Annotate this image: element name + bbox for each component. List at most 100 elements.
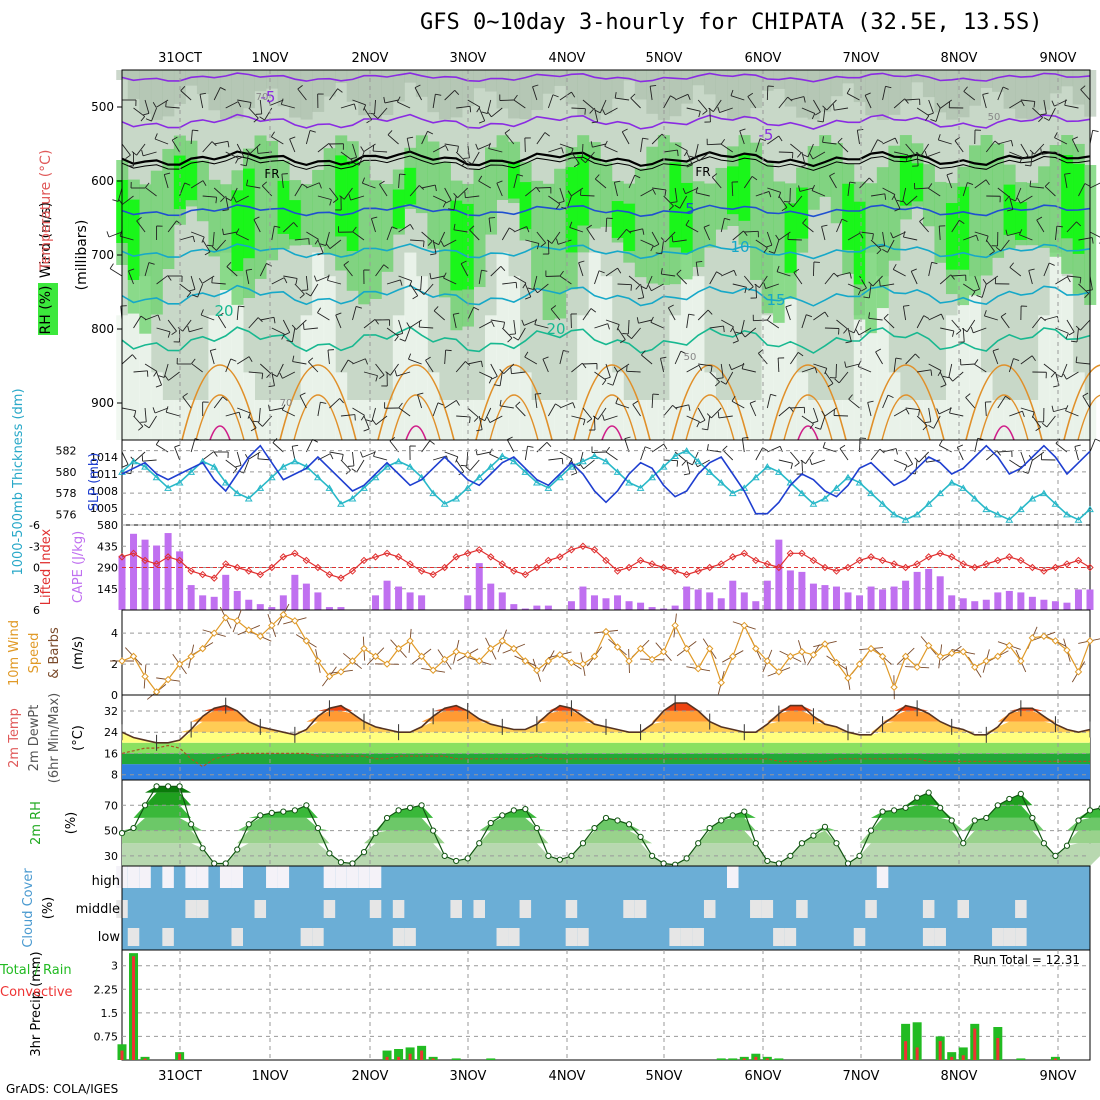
wind-barb [167,220,177,233]
wind-barb-flag [936,103,941,109]
cape-bar [475,563,483,610]
wind-barb [1061,363,1068,378]
rh-upper-cell [680,70,693,104]
rh-upper-cell [934,70,947,113]
wind-barb-flag [843,328,848,334]
wind-barb-flag [817,120,824,123]
rh-upper-cell [369,70,382,120]
wind-barb-flag [293,222,298,228]
rh-moist-cell [300,184,313,246]
wind-barb [954,140,964,153]
wind-barb [202,451,215,461]
cloud-gap-cell [796,900,808,918]
wind-barb-flag [433,306,439,312]
wind-barb [707,143,722,146]
wind-barb [882,86,886,101]
wind-barb [893,269,906,277]
rh-upper-cell [196,70,209,95]
rh-upper-cell [208,70,221,111]
rh-dry-cell [750,400,763,440]
cloud-gap-cell [139,866,151,888]
isotherm-5 [121,203,1091,218]
wind-barb [935,107,941,122]
wind-barb-flag [463,157,470,159]
wind-barb-flag [687,94,691,101]
rh-upper-cell [1061,70,1074,87]
isotherm-label: -5 [261,88,276,106]
wind-barb [283,275,298,279]
wind-barb-flag [891,194,896,201]
wind-barb [919,221,930,233]
rh2m-point [430,827,437,834]
wind-barb-flag [318,182,322,189]
wind-barb [905,98,920,101]
top-date-label: 31OCT [158,51,202,66]
rh-dry-cell [358,400,371,440]
wind-barb [1000,316,1010,329]
li-point [118,553,126,561]
wind-barb-flag [465,466,471,471]
rh2m-point [372,830,379,837]
cape-bar [1005,590,1013,610]
wind-barb [467,307,475,321]
wind-barb-flag [895,448,898,455]
cloud-gap-cell [266,866,278,888]
wind-barb [214,140,229,145]
thickness-point [256,484,265,491]
wind-barb-flag [1031,355,1036,361]
li-point [659,563,668,572]
wind-barb-flag [225,197,232,201]
wind-barb-flag [879,280,881,287]
wind-barb [211,282,226,285]
thickness-point [993,510,1002,518]
wind-barb-flag [1035,426,1041,432]
rh-upper-cell [876,70,889,120]
wind-barb-flag [928,424,934,429]
li-point [1005,553,1014,561]
wind-barb [335,314,342,329]
wind-barb-flag [133,410,137,417]
thickness-point [440,500,449,507]
wind-barb-flag [1024,164,1031,167]
wind-barb [940,327,954,332]
li-point [268,563,276,572]
wind-barb-flag [266,263,272,267]
wind-barb-flag [683,150,688,157]
cloud-gap-cell [577,928,589,946]
wind-barb-flag [383,264,389,269]
li-point [360,556,368,565]
wind-barb-flag [698,111,701,118]
cloud-gap-cell [623,900,635,918]
wind-barb-flag [730,326,734,333]
wind-barb-flag [580,158,586,164]
wind-barb-flag [827,383,834,388]
wind-barb-flag [154,133,158,140]
wind-barb [882,448,897,453]
wind-barb-flag [109,263,114,269]
rh-moist-cell [992,143,1005,258]
wind-barb [128,270,134,285]
wind-barb-flag [546,239,553,244]
wind-barb-flag [915,353,920,359]
wind-barb [997,187,1010,197]
wind-barb [457,187,469,199]
wind-barb-flag [211,245,217,251]
wind-barb-flag [996,450,1002,456]
wind10-point [602,627,610,636]
wind-barb [559,143,574,149]
wind-barb [225,411,240,417]
wind-barb-flag [182,392,188,398]
wind-barb-flag [857,128,864,131]
li-point [533,563,541,572]
wind-barb [917,369,932,373]
cape-bar [913,571,921,610]
wind-barb [386,226,393,241]
wind-barb [631,327,641,340]
wind-barb-flag [607,382,614,386]
precip-conv-bar [420,1050,424,1060]
wind-barb-flag [573,163,580,168]
wind-barb-flag [1075,356,1078,363]
wind-barb [305,275,309,290]
wind-barb [709,107,711,123]
thickness-point [855,479,864,486]
